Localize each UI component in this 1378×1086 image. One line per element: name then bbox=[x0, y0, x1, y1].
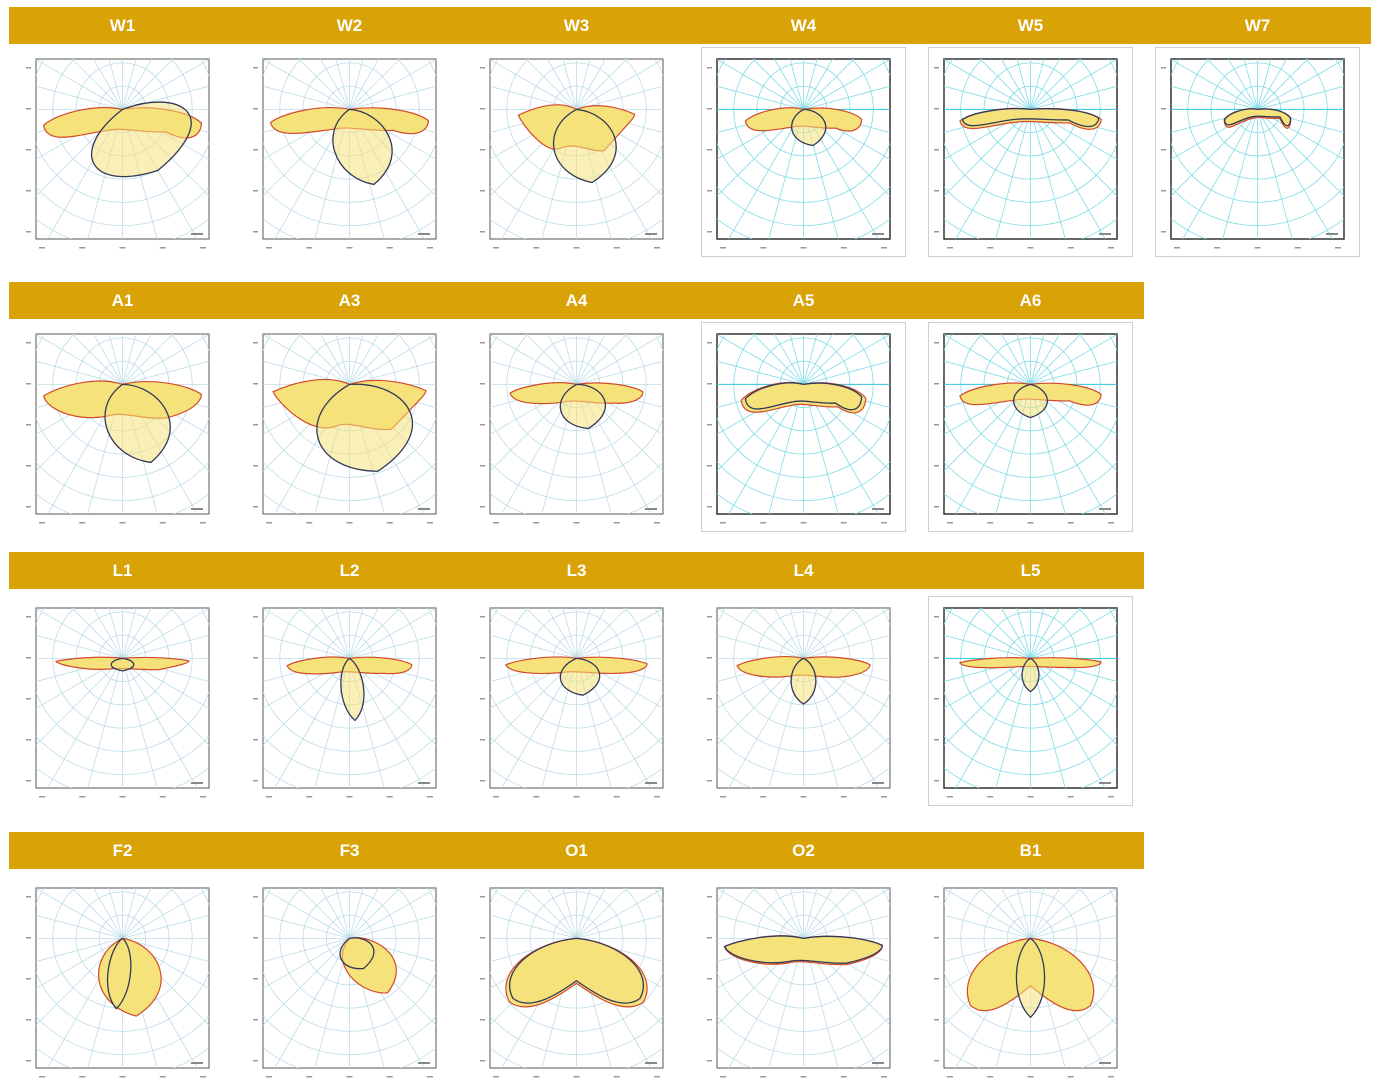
luminaire-label-w2: W2 bbox=[336, 15, 363, 35]
polar-diagram-l1 bbox=[20, 596, 225, 806]
distribution-curve-c90 bbox=[552, 108, 617, 184]
distribution-curve-c90 bbox=[1223, 108, 1292, 127]
distribution-curve-c90 bbox=[339, 937, 375, 970]
header-band-row-3: L1 L2 L3 L4 L5 bbox=[9, 552, 1144, 589]
luminaire-label-a4: A4 bbox=[565, 290, 588, 310]
polar-diagram-w5 bbox=[928, 47, 1133, 257]
luminaire-label-o1: O1 bbox=[565, 840, 588, 860]
luminaire-label-l4: L4 bbox=[793, 560, 814, 580]
polar-diagram-a3 bbox=[247, 322, 452, 532]
distribution-curve-c90 bbox=[509, 937, 644, 1004]
distribution-curve-c90 bbox=[110, 657, 135, 672]
polar-diagram-a6 bbox=[928, 322, 1133, 532]
polar-diagram-a1 bbox=[20, 322, 225, 532]
polar-diagram-f2 bbox=[20, 876, 225, 1086]
luminaire-label-f3: F3 bbox=[339, 840, 360, 860]
polar-diagram-l3 bbox=[474, 596, 679, 806]
distribution-curve-c90 bbox=[961, 108, 1100, 128]
distribution-curve-c90 bbox=[723, 935, 884, 964]
polar-diagram-l4 bbox=[701, 596, 906, 806]
header-band-row-1: W1 W2 W3 W4 W5 W7 bbox=[9, 7, 1371, 44]
polar-diagram-o1 bbox=[474, 876, 679, 1086]
polar-diagram-o2 bbox=[701, 876, 906, 1086]
polar-diagram-l2 bbox=[247, 596, 452, 806]
polar-diagram-w1 bbox=[20, 47, 225, 257]
polar-diagram-f3 bbox=[247, 876, 452, 1086]
distribution-curve-c90 bbox=[1013, 383, 1048, 419]
header-band-row-2: A1 A3 A4 A5 A6 bbox=[9, 282, 1144, 319]
polar-diagram-w3 bbox=[474, 47, 679, 257]
luminaire-label-w5: W5 bbox=[1017, 15, 1044, 35]
polar-diagram-l5 bbox=[928, 596, 1133, 806]
luminaire-label-l3: L3 bbox=[566, 560, 587, 580]
distribution-curve-c90 bbox=[790, 657, 817, 705]
distribution-curve-c90 bbox=[1021, 657, 1040, 693]
luminaire-label-f2: F2 bbox=[112, 840, 133, 860]
luminaire-label-a6: A6 bbox=[1019, 290, 1042, 310]
distribution-curve-c90 bbox=[316, 383, 413, 472]
luminaire-label-l1: L1 bbox=[112, 560, 133, 580]
distribution-curve-c90 bbox=[91, 101, 192, 178]
polar-diagram-a4 bbox=[474, 322, 679, 532]
distribution-curve-c90 bbox=[340, 657, 365, 722]
luminaire-label-w4: W4 bbox=[790, 15, 817, 35]
distribution-curve-c90 bbox=[744, 382, 863, 411]
luminaire-label-o2: O2 bbox=[792, 840, 815, 860]
luminaire-label-l5: L5 bbox=[1020, 560, 1041, 580]
luminaire-label-w1: W1 bbox=[109, 15, 136, 35]
luminaire-label-b1: B1 bbox=[1019, 840, 1042, 860]
distribution-curve-c90 bbox=[559, 657, 601, 696]
header-band-row-4: F2 F3 O1 O2 B1 bbox=[9, 832, 1144, 869]
distribution-curve-c90 bbox=[106, 937, 132, 1010]
polar-diagram-w2 bbox=[247, 47, 452, 257]
distribution-curve-c90 bbox=[559, 383, 607, 430]
polar-diagram-w4 bbox=[701, 47, 906, 257]
distribution-curve-c90 bbox=[791, 108, 827, 147]
luminaire-label-w3: W3 bbox=[563, 15, 590, 35]
distribution-curve-c90 bbox=[104, 383, 171, 464]
luminaire-label-l2: L2 bbox=[339, 560, 360, 580]
polar-diagram-b1 bbox=[928, 876, 1133, 1086]
distribution-curve-c90 bbox=[332, 108, 393, 186]
distribution-curve-c90 bbox=[1015, 937, 1046, 1019]
polar-diagram-a5 bbox=[701, 322, 906, 532]
polar-diagram-w7 bbox=[1155, 47, 1360, 257]
luminaire-label-w7: W7 bbox=[1244, 15, 1271, 35]
luminaire-label-a1: A1 bbox=[111, 290, 134, 310]
luminaire-label-a3: A3 bbox=[338, 290, 361, 310]
luminaire-label-a5: A5 bbox=[792, 290, 815, 310]
